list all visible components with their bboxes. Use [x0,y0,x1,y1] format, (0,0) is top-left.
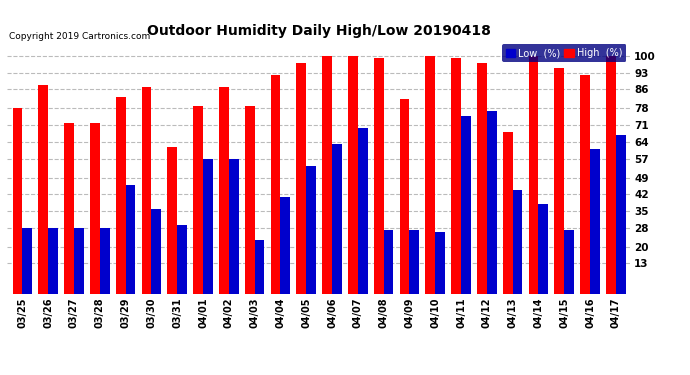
Bar [555,68,564,294]
Bar [332,144,342,294]
Bar [606,56,616,294]
Bar [358,128,368,294]
Bar [538,204,549,294]
Bar [126,185,135,294]
Bar [74,228,83,294]
Bar [229,159,239,294]
Title: Outdoor Humidity Daily High/Low 20190418: Outdoor Humidity Daily High/Low 20190418 [147,24,491,38]
Bar [203,159,213,294]
Bar [426,56,435,294]
Bar [255,240,264,294]
Bar [245,106,255,294]
Bar [477,63,487,294]
Bar [100,228,110,294]
Bar [322,56,332,294]
Bar [487,111,497,294]
Legend: Low  (%), High  (%): Low (%), High (%) [502,44,627,62]
Bar [141,87,151,294]
Bar [461,116,471,294]
Bar [529,56,538,294]
Bar [580,75,590,294]
Bar [219,87,229,294]
Bar [374,58,384,294]
Bar [177,225,187,294]
Bar [590,149,600,294]
Bar [297,63,306,294]
Bar [90,123,100,294]
Bar [64,123,74,294]
Bar [151,209,161,294]
Bar [400,99,409,294]
Bar [616,135,626,294]
Bar [12,108,22,294]
Bar [270,75,280,294]
Bar [435,232,445,294]
Bar [22,228,32,294]
Bar [168,147,177,294]
Bar [48,228,58,294]
Bar [564,230,574,294]
Bar [280,196,290,294]
Bar [193,106,203,294]
Bar [306,166,316,294]
Bar [409,230,420,294]
Bar [513,189,522,294]
Bar [116,97,126,294]
Bar [348,56,358,294]
Bar [451,58,461,294]
Bar [39,85,48,294]
Text: Copyright 2019 Cartronics.com: Copyright 2019 Cartronics.com [10,32,150,41]
Bar [384,230,393,294]
Bar [503,132,513,294]
